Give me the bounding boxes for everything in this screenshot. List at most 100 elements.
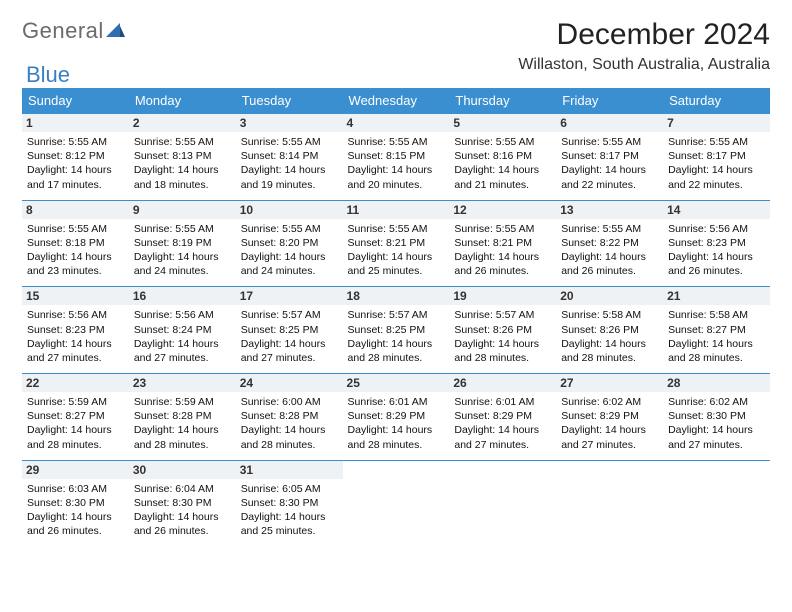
calendar-table: SundayMondayTuesdayWednesdayThursdayFrid… — [22, 88, 770, 546]
day-header: Sunday — [22, 88, 129, 114]
day-info: Sunrise: 5:58 AMSunset: 8:27 PMDaylight:… — [668, 308, 765, 365]
day-info: Sunrise: 5:55 AMSunset: 8:14 PMDaylight:… — [241, 135, 338, 192]
day-info: Sunrise: 5:55 AMSunset: 8:13 PMDaylight:… — [134, 135, 231, 192]
day-header: Wednesday — [343, 88, 450, 114]
day-info: Sunrise: 5:59 AMSunset: 8:28 PMDaylight:… — [134, 395, 231, 452]
header-row: SundayMondayTuesdayWednesdayThursdayFrid… — [22, 88, 770, 114]
day-info: Sunrise: 5:57 AMSunset: 8:26 PMDaylight:… — [454, 308, 551, 365]
day-cell: 5Sunrise: 5:55 AMSunset: 8:16 PMDaylight… — [449, 114, 556, 201]
day-cell: 17 Sunrise: 5:57 AMSunset: 8:25 PMDayligh… — [236, 287, 343, 374]
day-header: Monday — [129, 88, 236, 114]
day-cell: 2 Sunrise: 5:55 AMSunset: 8:13 PMDaylight… — [129, 114, 236, 201]
day-cell: 24 Sunrise: 6:00 AMSunset: 8:28 PMDayligh… — [236, 374, 343, 461]
day-info: Sunrise: 6:01 AMSunset: 8:29 PMDaylight:… — [348, 395, 445, 452]
day-header: Thursday — [449, 88, 556, 114]
day-cell: 9 Sunrise: 5:55 AMSunset: 8:19 PMDaylight… — [129, 200, 236, 287]
day-cell: 25 Sunrise: 6:01 AMSunset: 8:29 PMDayligh… — [343, 374, 450, 461]
day-info: Sunrise: 6:04 AMSunset: 8:30 PMDaylight:… — [134, 482, 231, 539]
day-cell: 21 Sunrise: 5:58 AMSunset: 8:27 PMDayligh… — [663, 287, 770, 374]
day-number: 7 — [663, 114, 770, 132]
day-info: Sunrise: 5:57 AMSunset: 8:25 PMDaylight:… — [348, 308, 445, 365]
day-info: Sunrise: 5:56 AMSunset: 8:23 PMDaylight:… — [668, 222, 765, 279]
day-cell: 10 Sunrise: 5:55 AMSunset: 8:20 PMDayligh… — [236, 200, 343, 287]
day-info: Sunrise: 5:55 AMSunset: 8:21 PMDaylight:… — [348, 222, 445, 279]
day-cell — [449, 460, 556, 546]
location-text: Willaston, South Australia, Australia — [518, 56, 770, 74]
day-cell: 14 Sunrise: 5:56 AMSunset: 8:23 PMDayligh… — [663, 200, 770, 287]
day-info: Sunrise: 5:55 AMSunset: 8:15 PMDaylight:… — [348, 135, 445, 192]
day-number: 31 — [236, 461, 343, 479]
week-row: 8Sunrise: 5:55 AMSunset: 8:18 PMDaylight… — [22, 200, 770, 287]
logo-text-1: General — [22, 18, 104, 44]
day-info: Sunrise: 5:57 AMSunset: 8:25 PMDaylight:… — [241, 308, 338, 365]
day-cell — [663, 460, 770, 546]
day-cell: 30Sunrise: 6:04 AMSunset: 8:30 PMDayligh… — [129, 460, 236, 546]
day-info: Sunrise: 5:55 AMSunset: 8:22 PMDaylight:… — [561, 222, 658, 279]
day-info: Sunrise: 6:02 AMSunset: 8:30 PMDaylight:… — [668, 395, 765, 452]
calendar-body: 1 Sunrise: 5:55 AMSunset: 8:12 PMDaylight… — [22, 114, 770, 547]
day-number: 28 — [663, 374, 770, 392]
day-number: 5 — [449, 114, 556, 132]
day-cell: 7 Sunrise: 5:55 AMSunset: 8:17 PMDaylight… — [663, 114, 770, 201]
day-cell: 22 Sunrise: 5:59 AMSunset: 8:27 PMDayligh… — [22, 374, 129, 461]
week-row: 1 Sunrise: 5:55 AMSunset: 8:12 PMDaylight… — [22, 114, 770, 201]
day-info: Sunrise: 5:55 AMSunset: 8:21 PMDaylight:… — [454, 222, 551, 279]
day-number: 17 — [236, 287, 343, 305]
day-number: 23 — [129, 374, 236, 392]
day-number: 14 — [663, 201, 770, 219]
day-cell: 4 Sunrise: 5:55 AMSunset: 8:15 PMDaylight… — [343, 114, 450, 201]
day-header: Friday — [556, 88, 663, 114]
day-number: 27 — [556, 374, 663, 392]
day-info: Sunrise: 5:55 AMSunset: 8:19 PMDaylight:… — [134, 222, 231, 279]
day-number: 29 — [22, 461, 129, 479]
day-number: 19 — [449, 287, 556, 305]
day-number: 11 — [343, 201, 450, 219]
logo: General — [22, 18, 126, 44]
day-info: Sunrise: 5:55 AMSunset: 8:17 PMDaylight:… — [668, 135, 765, 192]
day-number: 15 — [22, 287, 129, 305]
logo-sail-icon — [106, 23, 126, 39]
day-number: 24 — [236, 374, 343, 392]
month-title: December 2024 — [518, 18, 770, 52]
day-info: Sunrise: 6:01 AMSunset: 8:29 PMDaylight:… — [454, 395, 551, 452]
day-info: Sunrise: 5:55 AMSunset: 8:20 PMDaylight:… — [241, 222, 338, 279]
day-info: Sunrise: 5:59 AMSunset: 8:27 PMDaylight:… — [27, 395, 124, 452]
logo-text-2: Blue — [26, 62, 70, 87]
day-info: Sunrise: 5:56 AMSunset: 8:23 PMDaylight:… — [27, 308, 124, 365]
day-cell: 28 Sunrise: 6:02 AMSunset: 8:30 PMDayligh… — [663, 374, 770, 461]
day-info: Sunrise: 5:55 AMSunset: 8:17 PMDaylight:… — [561, 135, 658, 192]
week-row: 15 Sunrise: 5:56 AMSunset: 8:23 PMDayligh… — [22, 287, 770, 374]
day-number: 16 — [129, 287, 236, 305]
day-cell: 20Sunrise: 5:58 AMSunset: 8:26 PMDayligh… — [556, 287, 663, 374]
day-cell: 31 Sunrise: 6:05 AMSunset: 8:30 PMDayligh… — [236, 460, 343, 546]
day-number: 2 — [129, 114, 236, 132]
day-info: Sunrise: 5:55 AMSunset: 8:12 PMDaylight:… — [27, 135, 124, 192]
week-row: 22 Sunrise: 5:59 AMSunset: 8:27 PMDayligh… — [22, 374, 770, 461]
day-info: Sunrise: 5:56 AMSunset: 8:24 PMDaylight:… — [134, 308, 231, 365]
day-cell: 8Sunrise: 5:55 AMSunset: 8:18 PMDaylight… — [22, 200, 129, 287]
day-info: Sunrise: 6:03 AMSunset: 8:30 PMDaylight:… — [27, 482, 124, 539]
day-number: 4 — [343, 114, 450, 132]
day-cell — [556, 460, 663, 546]
day-number: 3 — [236, 114, 343, 132]
day-cell: 19 Sunrise: 5:57 AMSunset: 8:26 PMDayligh… — [449, 287, 556, 374]
day-cell: 13Sunrise: 5:55 AMSunset: 8:22 PMDayligh… — [556, 200, 663, 287]
day-header: Tuesday — [236, 88, 343, 114]
day-number: 22 — [22, 374, 129, 392]
day-cell: 11 Sunrise: 5:55 AMSunset: 8:21 PMDayligh… — [343, 200, 450, 287]
day-number: 25 — [343, 374, 450, 392]
day-cell: 3 Sunrise: 5:55 AMSunset: 8:14 PMDaylight… — [236, 114, 343, 201]
day-info: Sunrise: 6:05 AMSunset: 8:30 PMDaylight:… — [241, 482, 338, 539]
day-number: 10 — [236, 201, 343, 219]
day-number: 9 — [129, 201, 236, 219]
day-cell: 23 Sunrise: 5:59 AMSunset: 8:28 PMDayligh… — [129, 374, 236, 461]
day-number: 26 — [449, 374, 556, 392]
day-number: 6 — [556, 114, 663, 132]
day-info: Sunrise: 6:00 AMSunset: 8:28 PMDaylight:… — [241, 395, 338, 452]
day-info: Sunrise: 5:55 AMSunset: 8:18 PMDaylight:… — [27, 222, 124, 279]
day-number: 1 — [22, 114, 129, 132]
day-number: 21 — [663, 287, 770, 305]
day-cell: 12Sunrise: 5:55 AMSunset: 8:21 PMDayligh… — [449, 200, 556, 287]
title-block: December 2024 Willaston, South Australia… — [518, 18, 770, 76]
day-header: Saturday — [663, 88, 770, 114]
